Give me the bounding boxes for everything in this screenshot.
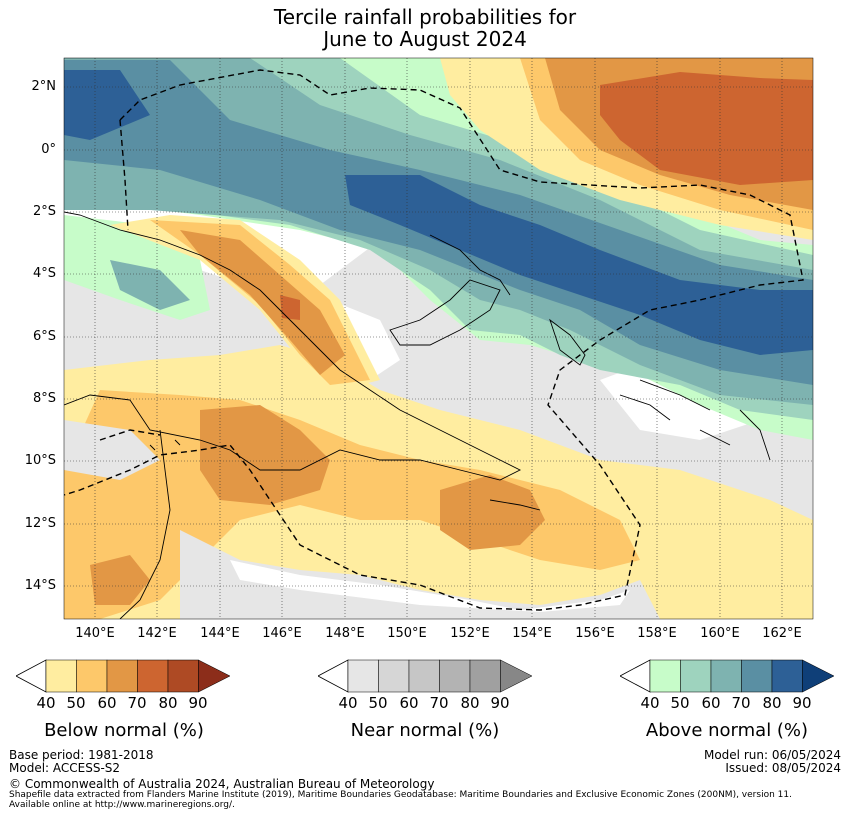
colorbar-tick: 60 [97, 694, 117, 712]
above-normal-80 [64, 70, 150, 140]
above-normal-label: Above normal (%) [645, 720, 809, 741]
colorbar-tick: 90 [792, 694, 812, 712]
model-run-text: Model run: 06/05/2024 [703, 748, 841, 762]
lon-label: 152°E [450, 626, 490, 641]
shapefile-credit-line-1: Shapefile data extracted from Flanders M… [9, 790, 792, 800]
colorbar-over-triangle [198, 659, 231, 693]
base-period-text: Base period: 1981-2018 [9, 748, 154, 762]
colorbar-tick: 80 [762, 694, 782, 712]
below-normal-60 [440, 475, 545, 550]
new-ireland-coastline [429, 234, 511, 296]
lon-label: 154°E [512, 626, 552, 641]
colorbar-tick: 60 [399, 694, 419, 712]
colorbar-over-triangle [802, 659, 835, 693]
colorbar-swatch [741, 659, 773, 693]
colorbar-under-triangle [16, 659, 47, 693]
below-normal-70 [600, 72, 813, 185]
above-normal-colorbar [620, 659, 835, 693]
colorbar-swatch [408, 659, 440, 693]
map-title-line-1: Tercile rainfall probabilities for [273, 5, 577, 29]
copyright-text: © Commonwealth of Australia 2024, Austra… [9, 777, 435, 791]
lon-label: 144°E [200, 626, 240, 641]
below-normal-label: Below normal (%) [44, 720, 204, 741]
below-normal-60 [90, 555, 150, 605]
colorbar-tick: 40 [338, 694, 358, 712]
colorbar-tick: 70 [731, 694, 751, 712]
lon-label: 140°E [75, 626, 115, 641]
lon-label: 162°E [762, 626, 802, 641]
gridlines [64, 58, 813, 619]
lat-label: 12°S [24, 516, 56, 531]
lon-label: 142°E [137, 626, 177, 641]
lon-label: 150°E [387, 626, 427, 641]
colorbar-under-triangle [620, 659, 651, 693]
lon-label: 160°E [700, 626, 740, 641]
colorbar-swatch [45, 659, 77, 693]
bougainville-coastline [549, 318, 586, 366]
map-frame [63, 57, 814, 620]
eez-boundary [64, 69, 804, 611]
australia-coastline [119, 429, 171, 619]
map-title-line-2: June to August 2024 [323, 27, 527, 51]
lat-label: 2°N [31, 79, 57, 94]
torres-strait-islands [149, 439, 181, 451]
colorbar-tick: 60 [701, 694, 721, 712]
below-normal-60 [200, 405, 330, 505]
colorbar-over-triangle [500, 659, 533, 693]
colorbar-swatch [710, 659, 742, 693]
lat-label: 6°S [32, 329, 56, 344]
model-text: Model: ACCESS-S2 [9, 761, 121, 775]
near-normal-colorbar [318, 659, 533, 693]
lon-label: 156°E [575, 626, 615, 641]
colorbar-tick: 70 [429, 694, 449, 712]
near-normal-area [64, 420, 160, 480]
lon-label: 146°E [262, 626, 302, 641]
colorbar-tick: 90 [490, 694, 510, 712]
colorbar-tick: 70 [127, 694, 147, 712]
above-normal-80 [345, 175, 813, 355]
lat-label: 14°S [24, 578, 56, 593]
near-normal-area [180, 530, 660, 619]
lat-label: 10°S [24, 453, 56, 468]
lon-label: 158°E [637, 626, 677, 641]
lat-label: 8°S [32, 391, 56, 406]
colorbar-swatch [167, 659, 199, 693]
colorbar-swatch [137, 659, 169, 693]
near-normal-label: Near normal (%) [350, 720, 500, 741]
louisiade-islands [489, 499, 541, 511]
colorbar-tick: 90 [188, 694, 208, 712]
colorbar-swatch [649, 659, 681, 693]
solomon-islands-coastline [619, 379, 771, 461]
shapefile-credit-line-2: Available online at http://www.marinereg… [9, 800, 235, 810]
above-normal-60 [110, 260, 190, 310]
colorbar-swatch [106, 659, 138, 693]
colorbar-tick: 50 [670, 694, 690, 712]
colorbar-swatch [378, 659, 410, 693]
new-britain-coastline [389, 279, 501, 346]
below-normal-70 [280, 295, 300, 320]
lat-label: 0° [41, 142, 56, 157]
colorbar-tick: 80 [158, 694, 178, 712]
colorbar-swatch [469, 659, 501, 693]
below-normal-60 [180, 230, 345, 375]
colorbar-swatch [680, 659, 712, 693]
colorbar-tick: 40 [640, 694, 660, 712]
colorbar-swatch [347, 659, 379, 693]
probability-fields [64, 58, 813, 619]
colorbar-under-triangle [318, 659, 349, 693]
colorbar-swatch [76, 659, 108, 693]
lat-label: 2°S [32, 204, 56, 219]
colorbar-swatch [439, 659, 471, 693]
colorbar-tick: 80 [460, 694, 480, 712]
below-normal-colorbar [16, 659, 231, 693]
colorbar-tick: 50 [66, 694, 86, 712]
issued-text: Issued: 08/05/2024 [725, 761, 841, 775]
lat-label: 4°S [32, 266, 56, 281]
colorbar-tick: 50 [368, 694, 388, 712]
colorbar-tick: 40 [36, 694, 56, 712]
lon-label: 148°E [325, 626, 365, 641]
colorbar-swatch [771, 659, 803, 693]
